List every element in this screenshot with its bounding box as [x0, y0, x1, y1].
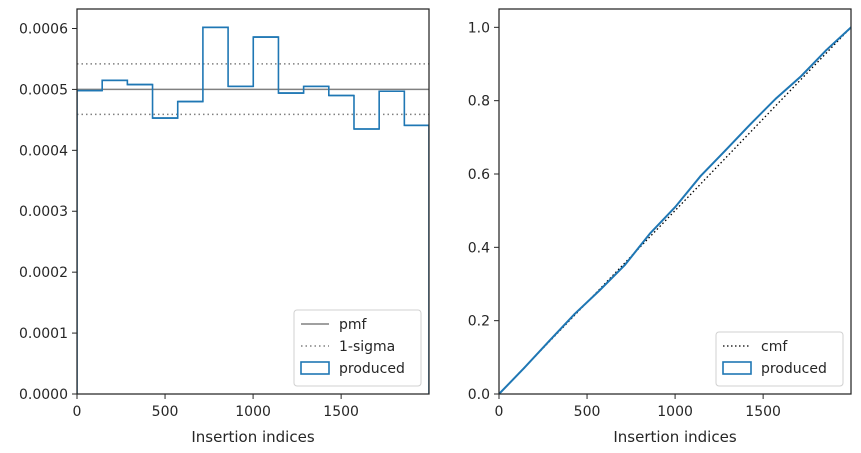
y-tick-label: 0.0006 [19, 21, 68, 37]
y-tick-label: 0.0004 [19, 143, 68, 159]
legend: pmf 1-sigma produced [293, 309, 422, 387]
y-tick-label: 0.0 [468, 387, 490, 403]
legend-label: pmf [339, 317, 368, 333]
y-tick-label: 0.2 [468, 314, 490, 330]
x-axis-title: Insertion indices [191, 428, 314, 446]
histogram-produced-series [77, 26, 429, 394]
plot-area [77, 26, 429, 394]
x-tick-label: 1500 [323, 404, 359, 420]
y-tick-label: 1.0 [468, 20, 490, 36]
y-tick-label: 0.0005 [19, 82, 68, 98]
x-tick-label: 0 [495, 404, 504, 420]
legend-label: produced [339, 361, 405, 377]
produced-point [800, 75, 803, 77]
y-tick-label: 0.0002 [19, 265, 68, 281]
produced-point [649, 232, 651, 235]
produced-point [674, 206, 677, 208]
legend: cmf produced [715, 331, 844, 387]
legend-produced-swatch [722, 361, 752, 375]
x-tick-label: 500 [574, 404, 601, 420]
cumulative-panel: 0 500 1000 1500 0.0 0.2 0.4 0.6 0.8 1.0 Insertion … [468, 8, 852, 446]
produced-point [825, 49, 828, 51]
y-tick-label: 0.8 [468, 94, 490, 110]
legend-label: cmf [761, 339, 788, 355]
produced-point [749, 122, 752, 125]
legend-label: produced [761, 361, 827, 377]
histogram-panel: 0 500 1000 1500 0.0000 0.0001 0.0002 0.0003 0.00… [19, 8, 430, 446]
y-tick-label: 0.4 [468, 240, 490, 256]
legend-box [293, 309, 422, 387]
legend-label: 1-sigma [339, 339, 395, 355]
produced-point [598, 289, 601, 292]
x-tick-label: 1000 [657, 404, 693, 420]
x-tick-label: 1000 [235, 404, 271, 420]
produced-point [573, 313, 576, 315]
produced-point [724, 149, 727, 152]
x-tick-label: 500 [152, 404, 179, 420]
x-axis-title: Insertion indices [613, 428, 736, 446]
produced-point [699, 175, 702, 178]
y-tick-label: 0.0003 [19, 204, 68, 220]
produced-point [624, 264, 626, 266]
produced-point [548, 339, 551, 342]
produced-point [523, 367, 526, 369]
y-tick-label: 0.0000 [19, 387, 68, 403]
x-tick-label: 1500 [745, 404, 781, 420]
y-tick-label: 0.0001 [19, 326, 68, 342]
x-tick-label: 0 [73, 404, 82, 420]
legend-produced-swatch [300, 361, 330, 375]
y-tick-label: 0.6 [468, 167, 490, 183]
produced-point [775, 97, 777, 100]
